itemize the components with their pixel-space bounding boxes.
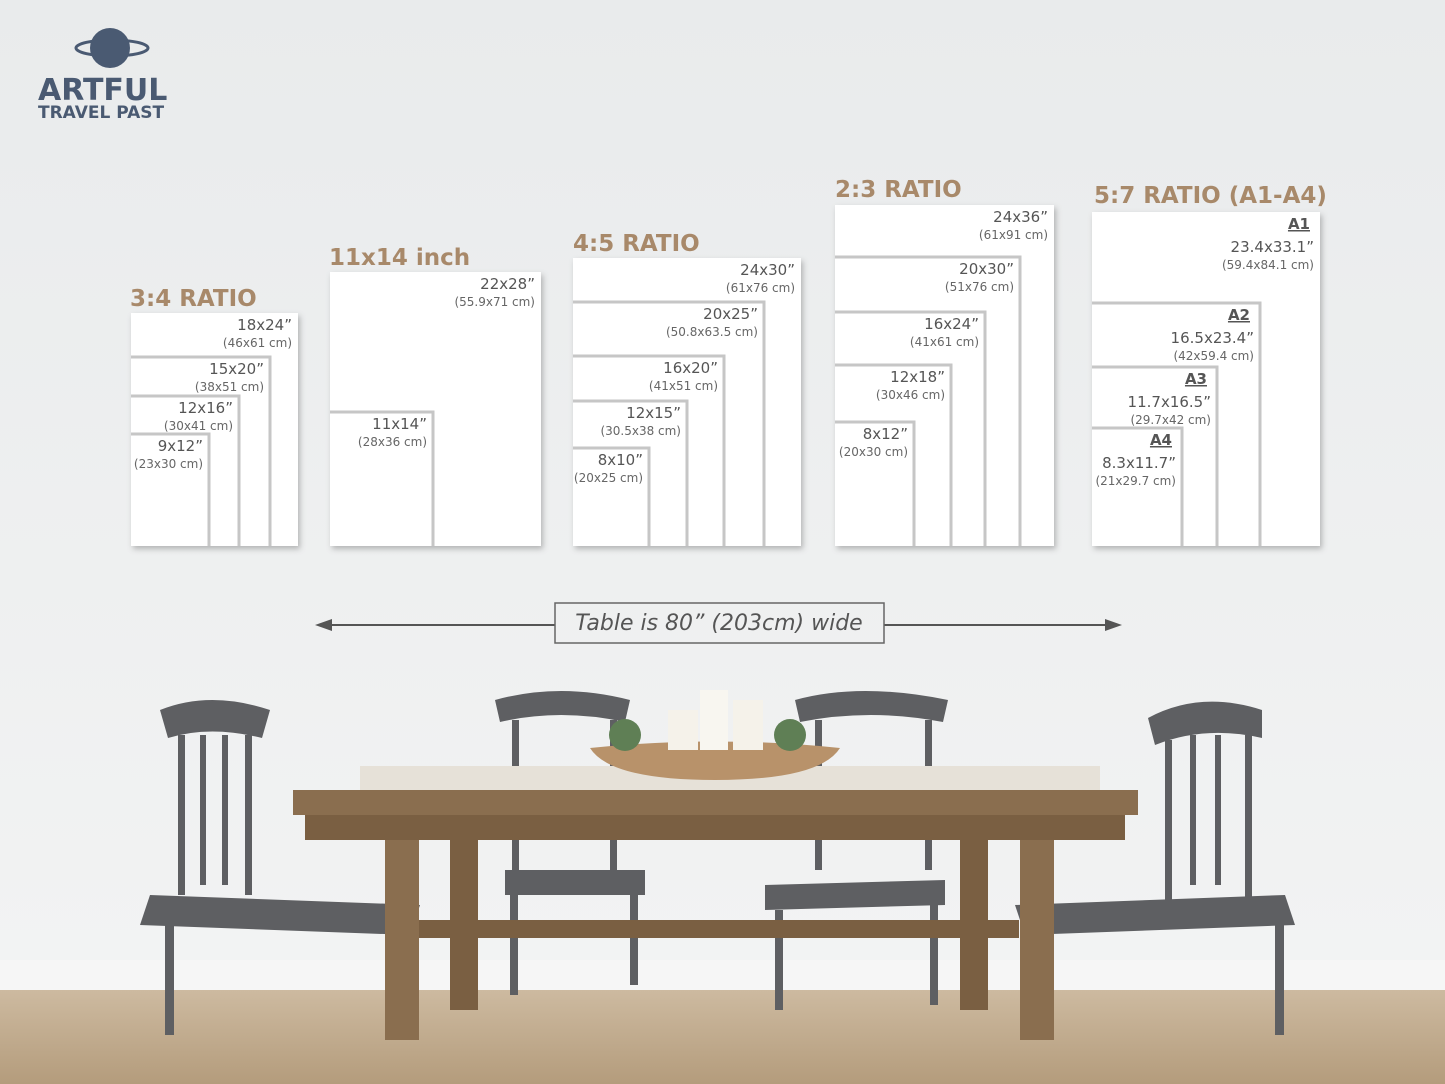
frame-outline bbox=[330, 410, 435, 546]
note-text: Table is 80” (203cm) wide bbox=[575, 611, 862, 636]
size-metric: (20x30 cm) bbox=[839, 445, 908, 459]
size-group: 3:4 RATIO 18x24” (46x61 cm) 15x20” (38x51 cm… bbox=[130, 286, 298, 546]
size-metric: (30.5x38 cm) bbox=[600, 424, 681, 438]
frame-outline bbox=[573, 446, 651, 546]
size-metric: (29.7x42 cm) bbox=[1130, 413, 1211, 427]
frame-outline bbox=[573, 300, 766, 546]
centerpiece bbox=[590, 690, 840, 780]
size-metric: (28x36 cm) bbox=[358, 435, 427, 449]
arrow-head bbox=[315, 619, 332, 631]
size-metric: (61x91 cm) bbox=[979, 228, 1048, 242]
chair bbox=[1015, 701, 1295, 1035]
paper-name: A3 bbox=[1185, 370, 1207, 388]
size-metric: (21x29.7 cm) bbox=[1095, 474, 1176, 488]
size-label: 20x30” bbox=[959, 260, 1014, 278]
size-label: 12x15” bbox=[626, 404, 681, 422]
size-label: 8x12” bbox=[863, 425, 908, 443]
size-label: 23.4x33.1” bbox=[1231, 238, 1314, 256]
table bbox=[293, 766, 1138, 1040]
floor bbox=[0, 990, 1445, 1084]
size-group: 11x14 inch 22x28” (55.9x71 cm) 11x14” (28x36… bbox=[329, 245, 541, 546]
baseboard bbox=[0, 960, 1445, 990]
size-label: 12x18” bbox=[890, 368, 945, 386]
size-label: 15x20” bbox=[209, 360, 264, 378]
frame-outline bbox=[573, 354, 726, 546]
size-label: 16x20” bbox=[663, 359, 718, 377]
size-label: 16x24” bbox=[924, 315, 979, 333]
frame-outline bbox=[835, 255, 1022, 546]
size-group: 2:3 RATIO 24x36” (61x91 cm) 20x30” (51x76 cm… bbox=[835, 177, 1054, 546]
size-metric: (50.8x63.5 cm) bbox=[666, 325, 758, 339]
size-label: 9x12” bbox=[158, 437, 203, 455]
group-title: 4:5 RATIO bbox=[573, 231, 700, 257]
size-group: 4:5 RATIO 24x30” (61x76 cm) 20x25” (50.8x63.… bbox=[573, 231, 801, 546]
size-metric: (20x25 cm) bbox=[574, 471, 643, 485]
frame-outline bbox=[835, 310, 987, 546]
size-label: 8x10” bbox=[598, 451, 643, 469]
size-metric: (51x76 cm) bbox=[945, 280, 1014, 294]
frame-outline bbox=[1092, 301, 1262, 546]
size-metric: (55.9x71 cm) bbox=[454, 295, 535, 309]
note-box bbox=[554, 602, 885, 644]
size-metric: (38x51 cm) bbox=[195, 380, 264, 394]
frame-outline bbox=[131, 394, 241, 546]
arrow-head bbox=[1105, 619, 1122, 631]
size-metric: (61x76 cm) bbox=[726, 281, 795, 295]
size-metric: (23x30 cm) bbox=[134, 457, 203, 471]
size-metric: (59.4x84.1 cm) bbox=[1222, 258, 1314, 272]
size-metric: (30x46 cm) bbox=[876, 388, 945, 402]
logo-title: ARTFUL bbox=[38, 73, 167, 108]
frame-outline bbox=[835, 363, 953, 546]
group-title: 3:4 RATIO bbox=[130, 286, 257, 312]
orbit bbox=[74, 38, 150, 58]
group-title: 2:3 RATIO bbox=[835, 177, 962, 203]
paper-name: A2 bbox=[1228, 306, 1250, 324]
size-label: 11x14” bbox=[372, 415, 427, 433]
frame-outline bbox=[131, 432, 211, 546]
size-label: 11.7x16.5” bbox=[1128, 393, 1211, 411]
size-label: 20x25” bbox=[703, 305, 758, 323]
size-metric: (30x41 cm) bbox=[164, 419, 233, 433]
globe bbox=[90, 28, 130, 68]
frames: 3:4 RATIO 18x24” (46x61 cm) 15x20” (38x51 cm… bbox=[130, 177, 1327, 546]
frame-outline bbox=[573, 399, 689, 546]
size-group: 5:7 RATIO (A1-A4) A1 23.4x33.1” (59.4x84.1 … bbox=[1092, 183, 1327, 546]
frame-outline bbox=[1092, 365, 1219, 546]
width-note: Table is 80” (203cm) wide bbox=[315, 602, 1122, 644]
size-label: 18x24” bbox=[237, 316, 292, 334]
size-label: 24x30” bbox=[740, 261, 795, 279]
frame-outline bbox=[131, 355, 272, 546]
group-title: 11x14 inch bbox=[329, 245, 470, 271]
logo: ARTFUL TRAVEL PAST bbox=[38, 28, 167, 123]
size-metric: (42x59.4 cm) bbox=[1173, 349, 1254, 363]
size-label: 24x36” bbox=[993, 208, 1048, 226]
frame-outline bbox=[835, 420, 916, 546]
logo-subtitle: TRAVEL PAST bbox=[38, 103, 165, 123]
paper-name: A4 bbox=[1150, 431, 1172, 449]
size-metric: (41x61 cm) bbox=[910, 335, 979, 349]
frame-outline bbox=[1092, 426, 1184, 546]
size-metric: (46x61 cm) bbox=[223, 336, 292, 350]
furniture bbox=[140, 690, 1295, 1040]
frame-outer bbox=[1092, 212, 1320, 546]
frame-outer bbox=[835, 205, 1054, 546]
size-label: 8.3x11.7” bbox=[1102, 454, 1176, 472]
paper-name: A1 bbox=[1288, 215, 1310, 233]
group-title: 5:7 RATIO (A1-A4) bbox=[1094, 183, 1327, 209]
frame-outer bbox=[330, 272, 541, 546]
size-label: 16.5x23.4” bbox=[1171, 329, 1254, 347]
size-metric: (41x51 cm) bbox=[649, 379, 718, 393]
size-label: 12x16” bbox=[178, 399, 233, 417]
size-label: 22x28” bbox=[480, 275, 535, 293]
